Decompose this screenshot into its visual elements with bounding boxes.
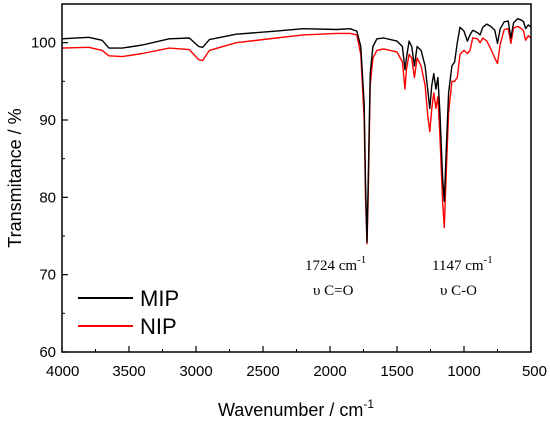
y-axis-title: Transmitance / % — [5, 108, 25, 247]
annotation-1147: 1147 cm-1 υ C-O — [432, 254, 493, 299]
series-line-mip — [61, 18, 532, 243]
ticks-layer: 4000 3500 3000 2500 2000 1500 1000 500 60 70 80 90 1… — [31, 35, 547, 380]
y-tick-label: 60 — [39, 344, 56, 361]
x-tick-label: 2500 — [246, 363, 279, 380]
series-line-nip — [61, 25, 532, 245]
annotation-1724-label: 1724 cm-1 — [305, 254, 366, 274]
x-tick-label: 4000 — [46, 363, 79, 380]
series-layer — [61, 18, 532, 245]
annotation-1147-mode: υ C-O — [440, 283, 477, 299]
y-tick-label: 80 — [39, 189, 56, 206]
y-tick-label: 70 — [39, 267, 56, 284]
legend: MIP NIP — [78, 286, 179, 339]
legend-label-nip: NIP — [140, 314, 177, 339]
x-tick-label: 500 — [522, 363, 547, 380]
x-tick-label: 1500 — [380, 363, 413, 380]
x-tick-label: 1000 — [447, 363, 480, 380]
x-axis-title: Wavenumber / cm-1 — [218, 397, 374, 420]
annotation-1724: 1724 cm-1 υ C=O — [305, 254, 366, 299]
x-tick-label: 3500 — [112, 363, 145, 380]
y-tick-label: 100 — [31, 35, 56, 52]
annotation-1147-label: 1147 cm-1 — [432, 254, 493, 274]
y-tick-label: 90 — [39, 112, 56, 129]
plot-frame — [61, 3, 532, 353]
x-tick-label: 2000 — [313, 363, 346, 380]
x-tick-label: 3000 — [179, 363, 212, 380]
annotation-1724-mode: υ C=O — [313, 283, 354, 299]
legend-label-mip: MIP — [140, 286, 179, 311]
